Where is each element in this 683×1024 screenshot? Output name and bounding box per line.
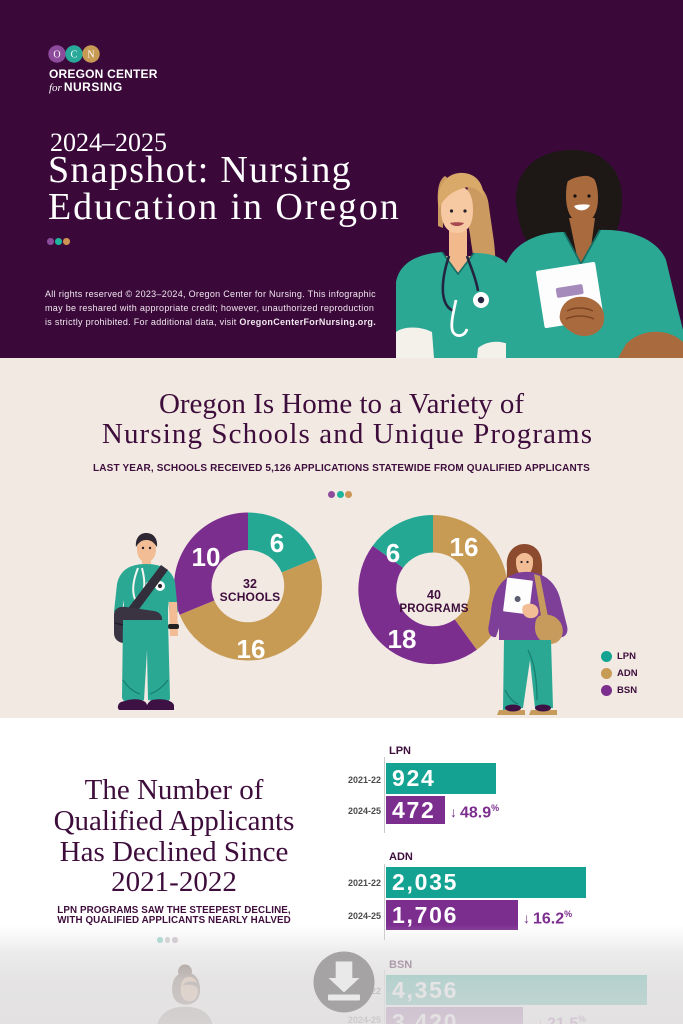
svg-text:SCHOOLS: SCHOOLS [220, 590, 281, 604]
svg-text:6: 6 [386, 538, 400, 568]
svg-text:16: 16 [237, 634, 266, 664]
svg-text:16: 16 [450, 532, 479, 562]
svg-text:C: C [71, 50, 78, 61]
svg-text:O: O [53, 50, 60, 61]
svg-text:18: 18 [388, 624, 417, 654]
svg-text:32: 32 [243, 577, 257, 591]
svg-text:40: 40 [427, 588, 441, 602]
svg-text:10: 10 [192, 542, 221, 572]
svg-text:N: N [87, 50, 94, 61]
svg-text:6: 6 [270, 528, 284, 558]
svg-text:PROGRAMS: PROGRAMS [399, 603, 468, 615]
